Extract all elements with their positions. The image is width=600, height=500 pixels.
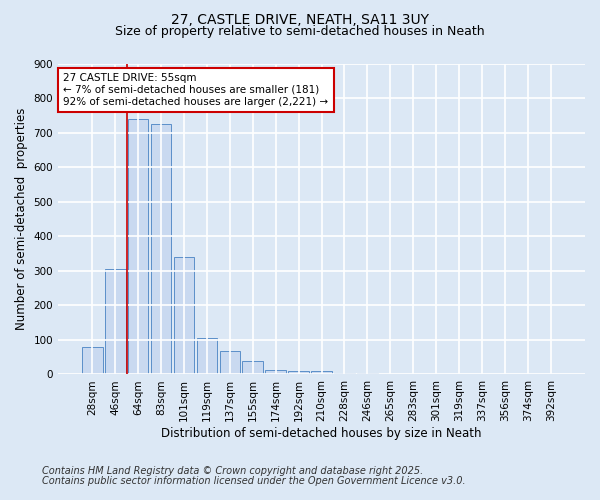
Bar [173,257,194,374]
Y-axis label: Number of semi-detached  properties: Number of semi-detached properties [15,108,28,330]
Bar [105,268,125,374]
Bar [265,370,286,374]
Text: Contains public sector information licensed under the Open Government Licence v3: Contains public sector information licen… [42,476,466,486]
Bar [288,370,309,374]
Text: 27 CASTLE DRIVE: 55sqm
← 7% of semi-detached houses are smaller (181)
92% of sem: 27 CASTLE DRIVE: 55sqm ← 7% of semi-deta… [64,74,328,106]
Bar [220,351,240,374]
Bar [311,372,332,374]
Bar [334,372,355,374]
Text: Contains HM Land Registry data © Crown copyright and database right 2025.: Contains HM Land Registry data © Crown c… [42,466,423,476]
Bar [242,362,263,374]
Bar [128,119,148,374]
Bar [197,338,217,374]
Text: Size of property relative to semi-detached houses in Neath: Size of property relative to semi-detach… [115,25,485,38]
X-axis label: Distribution of semi-detached houses by size in Neath: Distribution of semi-detached houses by … [161,427,482,440]
Bar [151,124,172,374]
Text: 27, CASTLE DRIVE, NEATH, SA11 3UY: 27, CASTLE DRIVE, NEATH, SA11 3UY [171,12,429,26]
Bar [82,347,103,374]
